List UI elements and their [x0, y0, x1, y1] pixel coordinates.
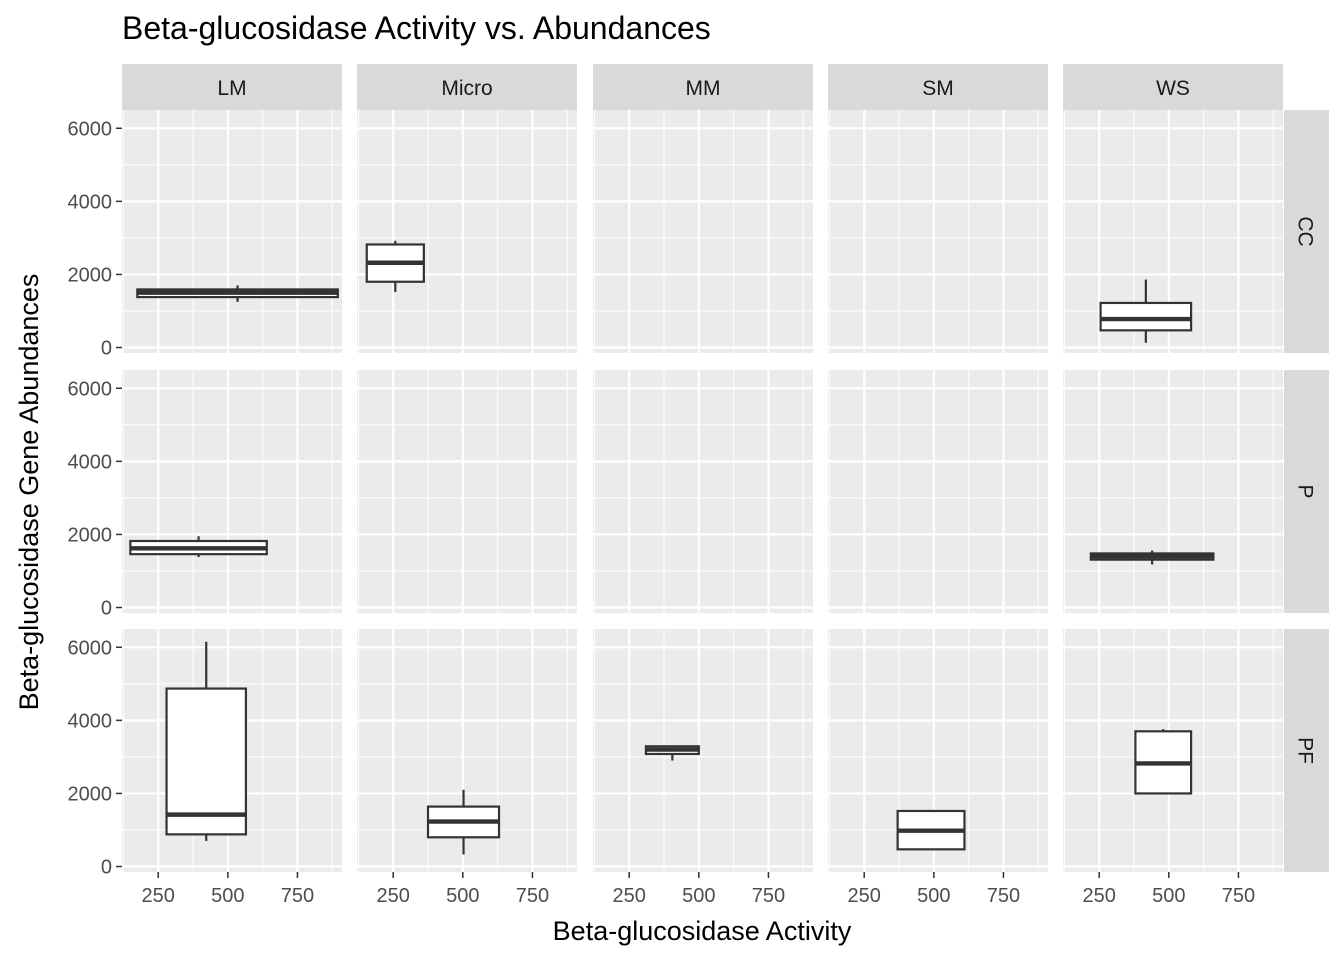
- x-tick-label: 250: [613, 885, 646, 907]
- box-cc-lm: [136, 285, 339, 302]
- panel-p-micro: [357, 370, 577, 613]
- column-strip-ws: [1063, 64, 1283, 110]
- panel-background: [357, 110, 577, 353]
- x-tick-label: 250: [848, 885, 881, 907]
- x-tick-label: 750: [987, 885, 1020, 907]
- box-body: [1099, 301, 1193, 332]
- panel-pf-mm: [593, 629, 813, 872]
- x-tick-label: 500: [446, 885, 479, 907]
- panel-background: [122, 370, 342, 613]
- y-tick-label: 6000: [68, 378, 113, 400]
- row-strip-label: P: [1294, 484, 1317, 498]
- panel-cc-mm: [593, 110, 813, 353]
- chart-title: Beta-glucosidase Activity vs. Abundances: [122, 10, 711, 46]
- panel-background: [593, 629, 813, 872]
- panel-background: [1063, 370, 1283, 613]
- x-tick-label: 750: [1222, 885, 1255, 907]
- panel-background: [828, 110, 1048, 353]
- column-strip-mm: [593, 64, 813, 110]
- panel-p-ws: [1063, 370, 1283, 613]
- column-strip-lm: [122, 64, 342, 110]
- row-strip-cc: [1284, 110, 1329, 353]
- y-tick-label: 4000: [68, 191, 113, 213]
- y-axis-label: Beta-glucosidase Gene Abundances: [14, 274, 44, 711]
- panel-cc-lm: [122, 110, 342, 353]
- x-tick-label: 500: [917, 885, 950, 907]
- panel-background: [593, 110, 813, 353]
- panel-background: [357, 370, 577, 613]
- box-pf-mm: [644, 745, 700, 761]
- box-body: [165, 687, 248, 836]
- x-axis-label: Beta-glucosidase Activity: [553, 916, 852, 946]
- x-tick-label: 250: [142, 885, 175, 907]
- column-strip-label: WS: [1156, 77, 1190, 100]
- column-strip-sm: [828, 64, 1048, 110]
- panel-cc-sm: [828, 110, 1048, 353]
- row-strip-label: PF: [1294, 737, 1317, 764]
- y-tick-label: 4000: [68, 710, 113, 732]
- box-p-lm: [129, 536, 268, 558]
- panel-background: [593, 370, 813, 613]
- box-p-ws: [1089, 550, 1215, 565]
- y-tick-label: 0: [101, 598, 112, 620]
- column-strip-label: LM: [217, 77, 246, 100]
- box-cc-ws: [1099, 279, 1193, 343]
- panel-background: [828, 370, 1048, 613]
- y-tick-label: 6000: [68, 637, 113, 659]
- box-pf-lm: [165, 641, 248, 841]
- row-strip-pf: [1284, 629, 1329, 872]
- row-strip-p: [1284, 370, 1329, 613]
- box-pf-sm: [896, 809, 966, 851]
- y-tick-label: 2000: [68, 524, 113, 546]
- row-strip-label: CC: [1294, 216, 1317, 246]
- column-strip-micro: [357, 64, 577, 110]
- y-tick-label: 2000: [68, 783, 113, 805]
- panel-p-sm: [828, 370, 1048, 613]
- panel-background: [122, 110, 342, 353]
- column-strip-label: MM: [686, 77, 721, 100]
- column-strip-label: Micro: [441, 77, 492, 100]
- x-tick-label: 500: [682, 885, 715, 907]
- box-pf-micro: [426, 789, 501, 855]
- y-tick-label: 0: [101, 857, 112, 879]
- box-pf-ws: [1134, 729, 1193, 795]
- y-tick-label: 2000: [68, 264, 113, 286]
- x-tick-label: 750: [752, 885, 785, 907]
- column-strip-label: SM: [922, 77, 954, 100]
- y-tick-label: 4000: [68, 451, 113, 473]
- x-tick-label: 500: [211, 885, 244, 907]
- y-tick-label: 6000: [68, 118, 113, 140]
- box-cc-micro: [365, 240, 425, 292]
- x-tick-label: 500: [1152, 885, 1185, 907]
- x-tick-label: 750: [516, 885, 549, 907]
- x-tick-label: 750: [281, 885, 314, 907]
- x-tick-label: 250: [1083, 885, 1116, 907]
- panel-p-mm: [593, 370, 813, 613]
- facet-panels: LM Micro MM SM WS CC P PF 0 2000 4000 6000 0 2000 4000…: [68, 64, 1329, 907]
- panel-p-lm: [122, 370, 342, 613]
- y-tick-label: 0: [101, 338, 112, 360]
- x-tick-label: 250: [377, 885, 410, 907]
- panel-cc-micro: [357, 110, 577, 353]
